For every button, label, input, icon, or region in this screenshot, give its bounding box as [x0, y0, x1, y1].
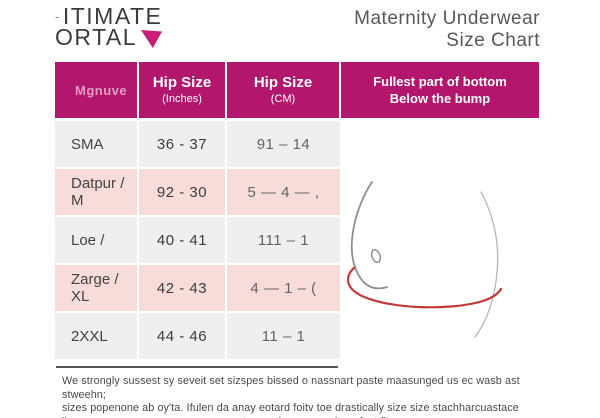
logo-text-bottom: ORTAL — [55, 24, 138, 50]
header-fullest-line-1: Fullest part of bottom — [373, 74, 507, 89]
back-outline — [474, 191, 499, 338]
header-fullest-line-2: Below the bump — [389, 91, 491, 106]
logo-triangle-icon — [140, 30, 163, 48]
logo-cutoff-mark: - — [55, 9, 61, 24]
cell-size: Datpur / M — [55, 169, 137, 215]
measurement-line — [346, 266, 503, 309]
header-hip-inches-sub: (Inches) — [162, 93, 202, 105]
cell-hip-cm: 111 – 1 — [227, 217, 340, 263]
navel-icon — [370, 248, 382, 264]
table-row-large: Loe / 40 - 41 111 – 1 — [55, 217, 340, 263]
cell-hip-inches: 40 - 41 — [139, 217, 225, 263]
size-chart-body: SMA 36 - 37 91 – 14 Datpur / M 92 - 30 5… — [55, 121, 340, 359]
header-hip-cm-sub: (CM) — [270, 93, 296, 105]
header-cell-hip-cm: Hip Size (CM) — [227, 62, 339, 118]
header-cell-hip-inches: Hip Size (Inches) — [139, 62, 225, 118]
table-bottom-rule — [56, 366, 338, 368]
table-row-xlarge: Zarge / XL 42 - 43 4 — 1 – ( — [55, 265, 340, 311]
table-row-small: SMA 36 - 37 91 – 14 — [55, 121, 340, 167]
header-hip-inches-title: Hip Size — [152, 74, 212, 91]
cell-hip-cm: 4 — 1 – ( — [227, 265, 340, 311]
size-chart-header-row: Mgnuve Hip Size (Inches) Hip Size (CM) F… — [55, 62, 539, 118]
logo-text-top: ITIMATE — [62, 3, 163, 29]
footnote-text: We strongly sussest sy seveit set sizspe… — [62, 375, 520, 418]
cell-hip-inches: 36 - 37 — [139, 121, 225, 167]
header-hip-cm-title: Hip Size — [253, 74, 313, 91]
cell-hip-cm: 11 – 1 — [227, 313, 340, 359]
page-title: Maternity Underwear Size Chart — [354, 8, 540, 52]
cell-size: 2XXL — [55, 313, 137, 359]
cell-size: Loe / — [55, 217, 137, 263]
brand-logo: - ITIMATE ORTAL — [55, 3, 163, 50]
cell-hip-inches: 42 - 43 — [139, 265, 225, 311]
header-cell-size: Mgnuve — [55, 62, 137, 118]
cell-size: Zarge / XL — [55, 265, 137, 311]
belly-outline — [351, 181, 388, 290]
cell-hip-cm: 91 – 14 — [227, 121, 340, 167]
cell-size: SMA — [55, 121, 137, 167]
logo-line-1: - ITIMATE — [55, 3, 163, 29]
belly-illustration — [346, 181, 503, 338]
cell-hip-inches: 44 - 46 — [139, 313, 225, 359]
cell-hip-cm: 5 — 4 — , — [227, 169, 340, 215]
table-row-2xxl: 2XXL 44 - 46 11 – 1 — [55, 313, 340, 359]
table-row-medium: Datpur / M 92 - 30 5 — 4 — , — [55, 169, 340, 215]
header-size-label: Mgnuve — [75, 82, 128, 98]
cell-hip-inches: 92 - 30 — [139, 169, 225, 215]
header-cell-fullest-part: Fullest part of bottom Below the bump — [341, 62, 539, 118]
page-title-line-2: Size Chart — [446, 30, 540, 51]
logo-line-2: ORTAL — [55, 24, 163, 50]
page-title-line-1: Maternity Underwear — [354, 8, 540, 29]
